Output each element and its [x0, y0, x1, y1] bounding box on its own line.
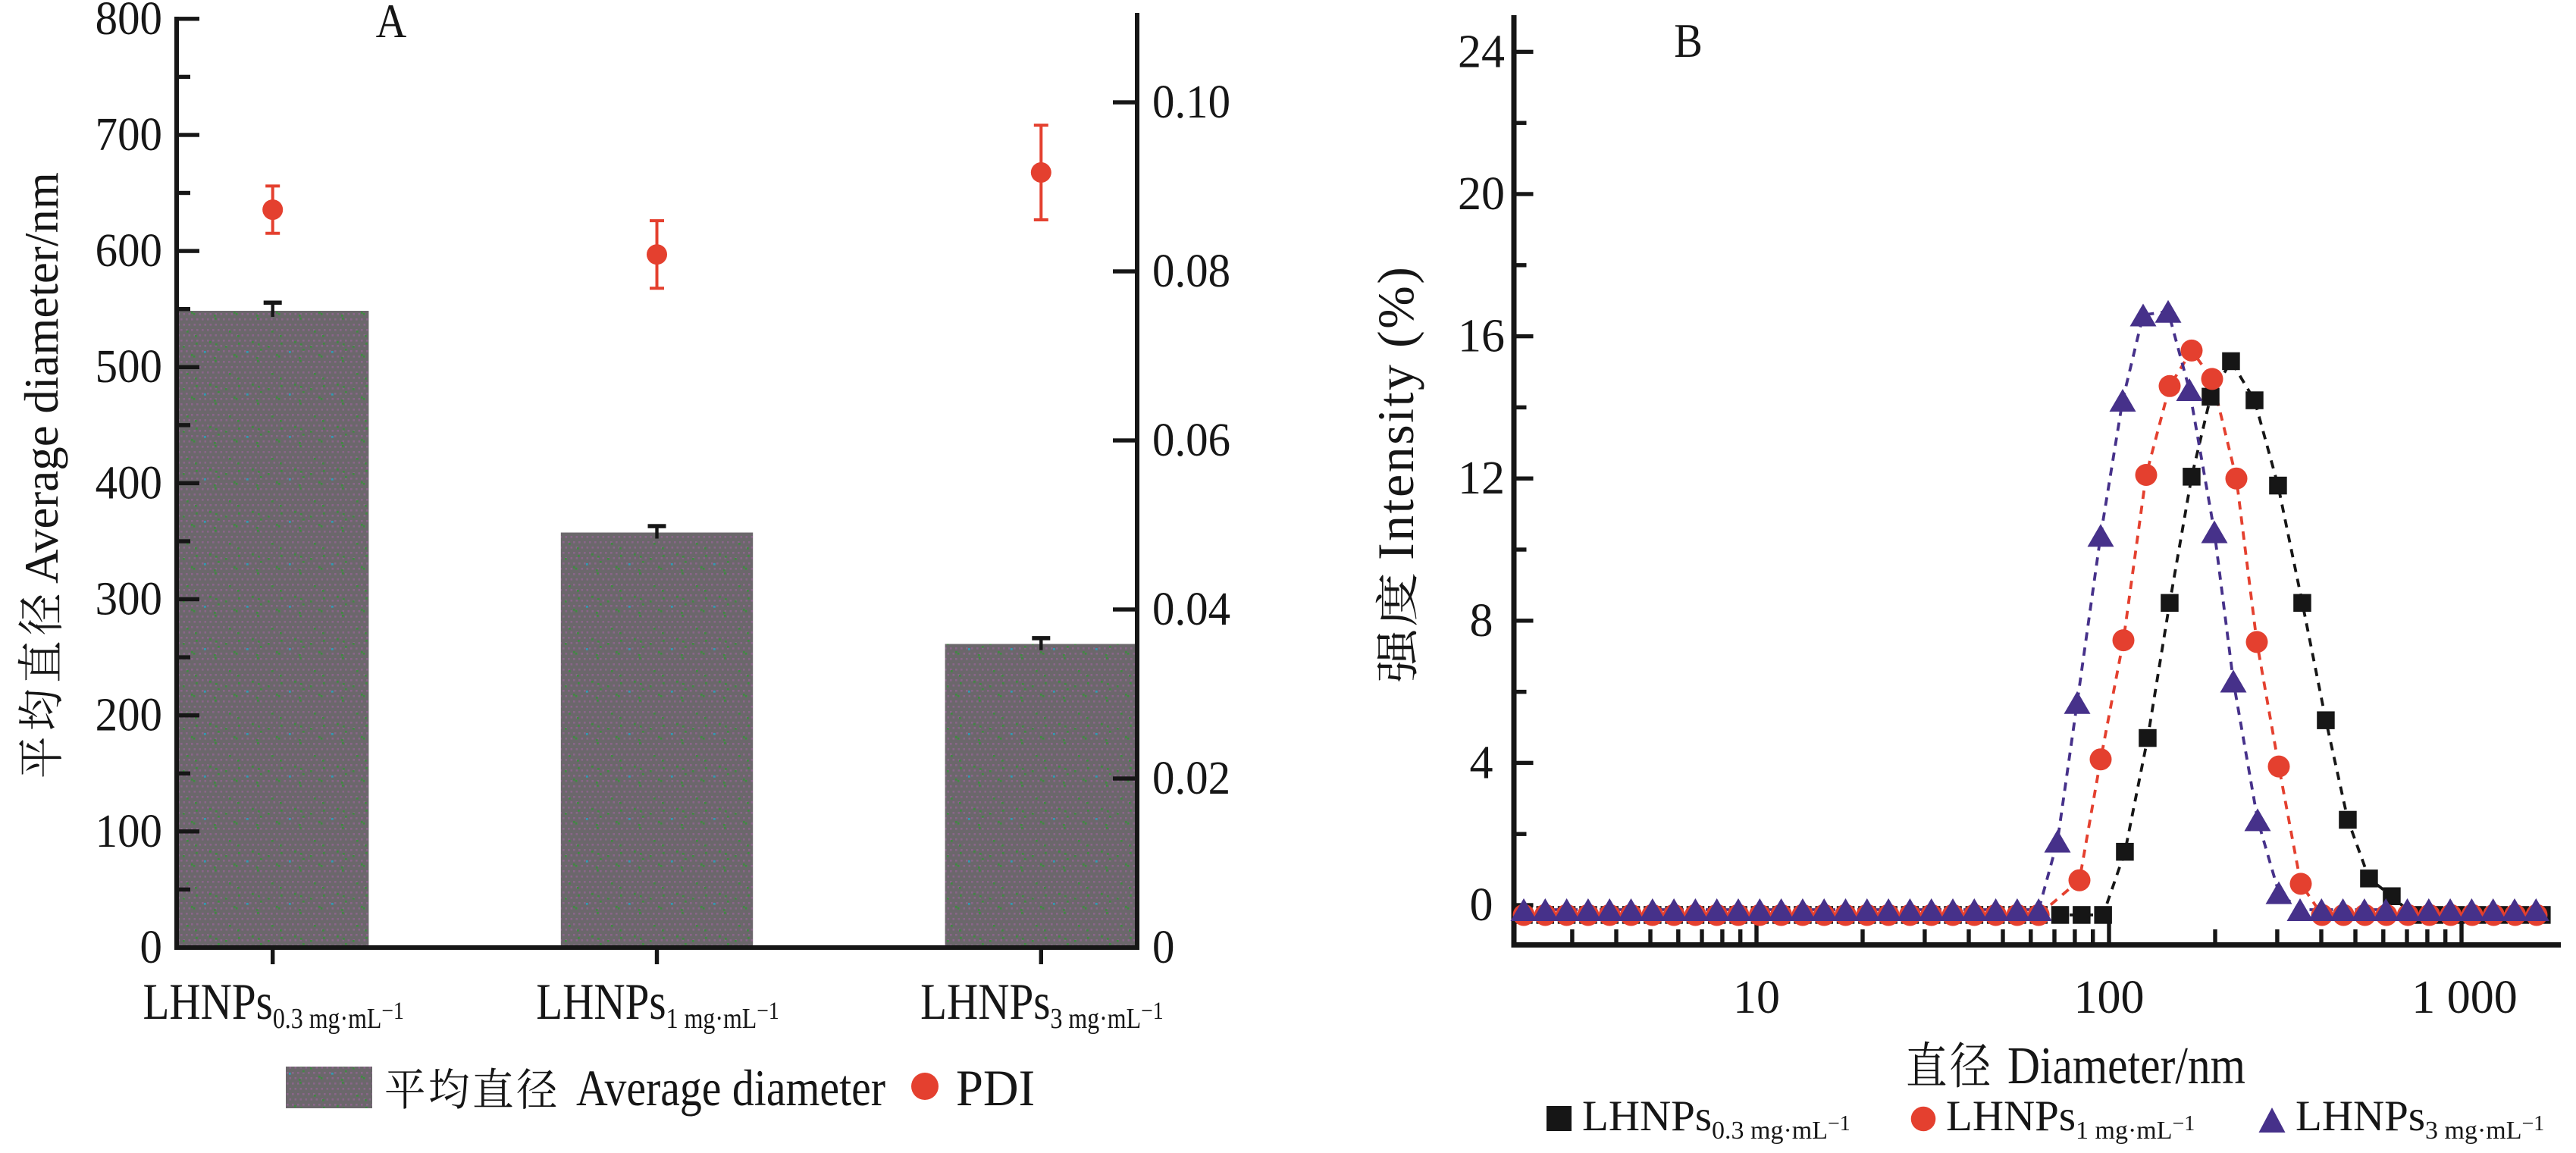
svg-text:12: 12: [1458, 453, 1505, 504]
svg-text:100: 100: [96, 805, 162, 857]
svg-text:24: 24: [1458, 26, 1505, 77]
svg-text:10: 10: [1733, 972, 1780, 1023]
svg-text:0.08: 0.08: [1152, 246, 1230, 298]
svg-text:16: 16: [1458, 311, 1505, 362]
svg-text:A: A: [376, 0, 407, 49]
svg-text:700: 700: [96, 109, 162, 161]
svg-text:0: 0: [1152, 922, 1174, 974]
svg-text:PDI: PDI: [956, 1061, 1035, 1117]
svg-text:Intensity (%): Intensity (%): [1367, 265, 1424, 560]
svg-text:0.10: 0.10: [1152, 77, 1230, 129]
svg-text:800: 800: [96, 0, 162, 45]
svg-text:Diameter/nm: Diameter/nm: [2007, 1037, 2245, 1096]
svg-text:0: 0: [140, 922, 162, 974]
svg-text:600: 600: [96, 225, 162, 277]
svg-text:400: 400: [96, 457, 162, 509]
svg-text:Average diameter/nm: Average diameter/nm: [15, 172, 68, 584]
svg-text:200: 200: [96, 689, 162, 741]
svg-text:B: B: [1674, 14, 1703, 68]
svg-text:20: 20: [1458, 168, 1505, 220]
svg-text:8: 8: [1470, 595, 1493, 647]
svg-text:Average diameter: Average diameter: [576, 1060, 885, 1117]
svg-text:0: 0: [1470, 879, 1493, 931]
svg-text:4: 4: [1470, 737, 1493, 788]
svg-text:300: 300: [96, 573, 162, 625]
svg-text:1 000: 1 000: [2411, 972, 2518, 1023]
svg-text:0.06: 0.06: [1152, 415, 1230, 467]
svg-text:0.02: 0.02: [1152, 753, 1230, 805]
svg-text:100: 100: [2074, 972, 2145, 1023]
svg-text:0.04: 0.04: [1152, 584, 1230, 636]
svg-text:500: 500: [96, 341, 162, 393]
